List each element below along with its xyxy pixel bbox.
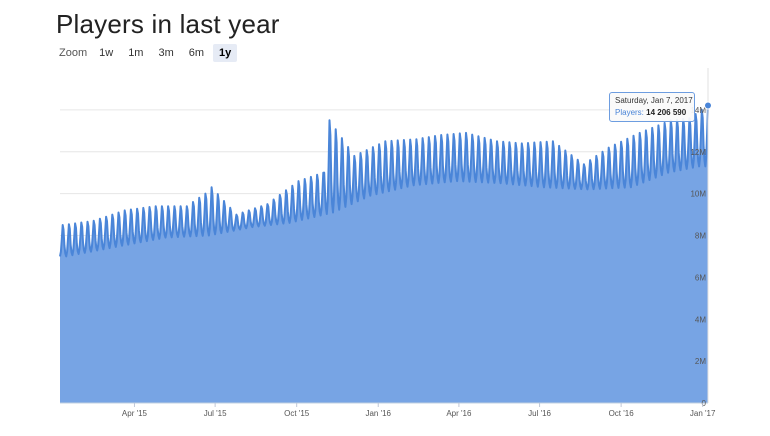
x-tick-label: Oct '16 xyxy=(609,409,635,418)
x-tick-label: Apr '16 xyxy=(446,409,472,418)
zoom-6m-button[interactable]: 6m xyxy=(182,44,211,62)
zoom-1m-button[interactable]: 1m xyxy=(122,44,150,62)
y-tick-label: 8M xyxy=(695,232,706,241)
x-tick-label: Jul '16 xyxy=(528,409,551,418)
y-tick-label: 6M xyxy=(695,273,706,282)
tooltip-date: Saturday, Jan 7, 2017 xyxy=(615,96,693,105)
tooltip-series-name: Players: xyxy=(615,108,644,117)
x-tick-label: Jan '17 xyxy=(690,409,716,418)
y-tick-label: 14M xyxy=(690,106,706,115)
y-tick-label: 12M xyxy=(690,148,706,157)
zoom-selector: Zoom 1w 1m 3m 6m 1y xyxy=(59,44,238,62)
zoom-1w-button[interactable]: 1w xyxy=(93,44,120,62)
y-tick-label: 10M xyxy=(690,190,706,199)
x-axis: Apr '15 Jul '15 Oct '15 Jan '16 Apr '16 Jul '… xyxy=(122,403,716,418)
tooltip-row: Players: 14 206 590 xyxy=(615,107,689,119)
tooltip-value: 14 206 590 xyxy=(646,108,687,117)
x-tick-label: Jan '16 xyxy=(365,409,391,418)
y-tick-label: 4M xyxy=(695,315,706,324)
chart-title: Players in last year xyxy=(56,9,280,39)
zoom-1y-button[interactable]: 1y xyxy=(213,44,238,62)
x-tick-label: Jul '15 xyxy=(204,409,227,418)
x-tick-label: Oct '15 xyxy=(284,409,310,418)
hover-point-marker xyxy=(704,101,712,110)
chart-tooltip: Saturday, Jan 7, 2017 Players: 14 206 59… xyxy=(609,92,695,122)
zoom-3m-button[interactable]: 3m xyxy=(152,44,180,62)
y-axis: 0 2M 4M 6M 8M 10M 12M 14M xyxy=(690,106,706,408)
players-line xyxy=(59,105,709,258)
zoom-label: Zoom xyxy=(59,47,88,59)
y-tick-label: 2M xyxy=(695,357,706,366)
players-area xyxy=(60,105,708,403)
x-tick-label: Apr '15 xyxy=(122,409,148,418)
y-tick-label: 0 xyxy=(702,399,707,408)
